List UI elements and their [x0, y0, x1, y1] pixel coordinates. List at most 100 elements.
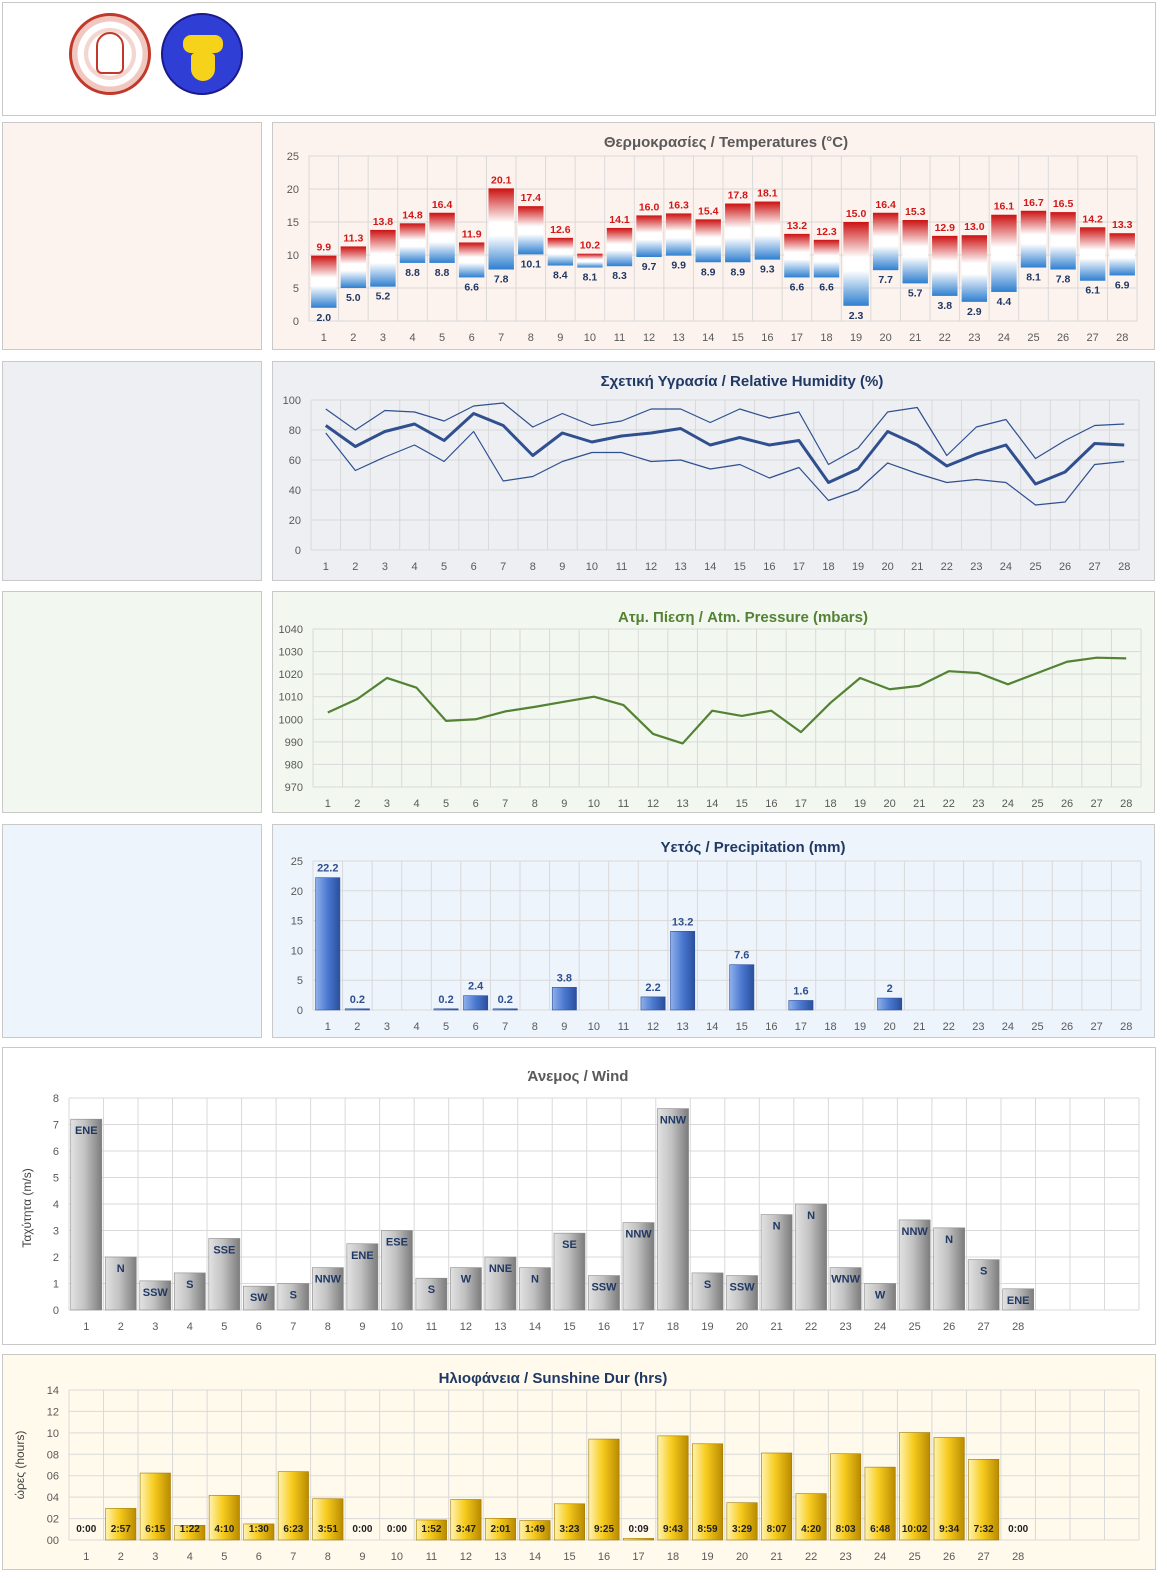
x-tick-label: 12 [460, 1321, 472, 1333]
precipitation-chart-title: Υετός / Precipitation (mm) [661, 839, 846, 856]
x-tick-label: 9 [359, 1321, 365, 1333]
sunshine-value-label: 2:57 [111, 1524, 131, 1535]
wind-bar [691, 1272, 724, 1311]
x-tick-label: 2 [118, 1321, 124, 1333]
x-tick-label: 22 [805, 1321, 817, 1333]
x-tick-label: 13 [673, 332, 685, 344]
precipitation-value-label: 2.4 [468, 981, 484, 993]
min-temperature-label: 6.6 [790, 281, 805, 293]
x-tick-label: 12 [647, 798, 659, 810]
x-tick-label: 18 [824, 798, 836, 810]
sunshine-bar [588, 1438, 620, 1541]
x-tick-label: 27 [1089, 561, 1101, 573]
x-tick-label: 13 [677, 798, 689, 810]
y-tick-label: 4 [53, 1199, 59, 1211]
min-temperature-label: 8.1 [1026, 272, 1041, 284]
x-tick-label: 19 [850, 332, 862, 344]
sunshine-value-label: 0:00 [76, 1524, 96, 1535]
x-tick-label: 9 [561, 1021, 567, 1033]
wind-direction-label: S [290, 1290, 297, 1302]
wind-bar [519, 1267, 551, 1311]
wind-chart-title: Άνεμος / Wind [528, 1068, 629, 1085]
min-temperature-label: 8.8 [435, 267, 450, 279]
x-tick-label: 9 [557, 332, 563, 344]
x-tick-label: 13 [494, 1551, 506, 1563]
wind-y-axis-label: Ταχύτητα (m/s) [20, 1168, 34, 1247]
humidity-line-min [325, 430, 1125, 506]
x-tick-label: 24 [874, 1551, 886, 1563]
temperature-bar [547, 237, 574, 266]
x-tick-label: 22 [943, 1021, 955, 1033]
y-tick-label: 10 [291, 945, 303, 957]
wind-direction-label: S [186, 1279, 193, 1291]
wind-direction-label: S [428, 1284, 435, 1296]
x-tick-label: 28 [1118, 561, 1130, 573]
min-temperature-label: 8.8 [405, 267, 420, 279]
max-temperature-label: 16.1 [994, 201, 1015, 213]
wind-direction-label: SSE [213, 1244, 235, 1256]
max-temperature-label: 14.2 [1082, 213, 1103, 225]
x-tick-label: 3 [382, 561, 388, 573]
wind-bar [381, 1230, 413, 1311]
temperature-bar [577, 253, 603, 268]
min-temperature-label: 7.8 [1056, 274, 1071, 286]
temperature-bar [695, 219, 721, 263]
x-tick-label: 21 [770, 1321, 782, 1333]
x-tick-label: 23 [970, 561, 982, 573]
x-tick-label: 7 [502, 798, 508, 810]
x-tick-label: 2 [350, 332, 356, 344]
y-tick-label: 1000 [279, 714, 303, 726]
wind-direction-label: NNW [625, 1229, 652, 1241]
x-tick-label: 11 [618, 1021, 629, 1033]
temperature-bar [458, 242, 485, 278]
y-tick-label: 970 [285, 782, 303, 794]
y-tick-label: 8 [53, 1093, 59, 1105]
x-tick-label: 7 [290, 1321, 296, 1333]
wind-bar [104, 1256, 137, 1311]
x-tick-label: 23 [972, 798, 984, 810]
sunshine-bar [692, 1443, 724, 1541]
temperature-bar [1079, 227, 1106, 281]
max-temperature-label: 16.7 [1023, 197, 1044, 209]
precipitation-value-label: 0.2 [438, 994, 453, 1006]
precipitation-bar [463, 995, 489, 1011]
x-tick-label: 28 [1116, 332, 1128, 344]
temperature-bar [518, 206, 544, 255]
sunshine-value-label: 10:02 [902, 1524, 928, 1535]
y-tick-label: 6 [53, 1146, 59, 1158]
x-tick-label: 11 [614, 332, 625, 344]
x-tick-label: 2 [354, 1021, 360, 1033]
x-tick-label: 25 [1027, 332, 1039, 344]
max-temperature-label: 9.9 [316, 242, 331, 254]
x-tick-label: 15 [736, 798, 748, 810]
sunshine-bar [795, 1493, 827, 1541]
x-tick-label: 12 [647, 1021, 659, 1033]
max-temperature-label: 15.0 [846, 208, 867, 220]
wind-direction-label: SE [562, 1239, 577, 1251]
x-tick-label: 16 [763, 561, 775, 573]
x-tick-label: 19 [852, 561, 864, 573]
max-temperature-label: 16.4 [875, 199, 896, 211]
x-tick-label: 22 [941, 561, 953, 573]
precipitation-bar [433, 1008, 459, 1011]
x-tick-label: 1 [321, 332, 327, 344]
x-tick-label: 7 [290, 1551, 296, 1563]
humidity-chart-title: Σχετική Υγρασία / Relative Humidity (%) [601, 373, 884, 390]
x-tick-label: 1 [83, 1321, 89, 1333]
min-temperature-label: 4.4 [997, 296, 1012, 308]
x-tick-label: 18 [822, 561, 834, 573]
sunshine-bar [726, 1502, 758, 1541]
precipitation-value-label: 1.6 [793, 985, 808, 997]
sunshine-value-label: 4:20 [801, 1524, 821, 1535]
x-tick-label: 21 [911, 561, 923, 573]
x-tick-label: 19 [854, 798, 866, 810]
temperature-bar [340, 246, 367, 288]
y-tick-label: 20 [291, 886, 303, 898]
min-temperature-label: 3.8 [937, 300, 952, 312]
y-tick-label: 0 [297, 1005, 303, 1017]
x-tick-label: 8 [528, 332, 534, 344]
sunshine-value-label: 9:25 [594, 1524, 614, 1535]
wind-bar [829, 1267, 862, 1311]
x-tick-label: 15 [732, 332, 744, 344]
x-tick-label: 14 [529, 1551, 541, 1563]
